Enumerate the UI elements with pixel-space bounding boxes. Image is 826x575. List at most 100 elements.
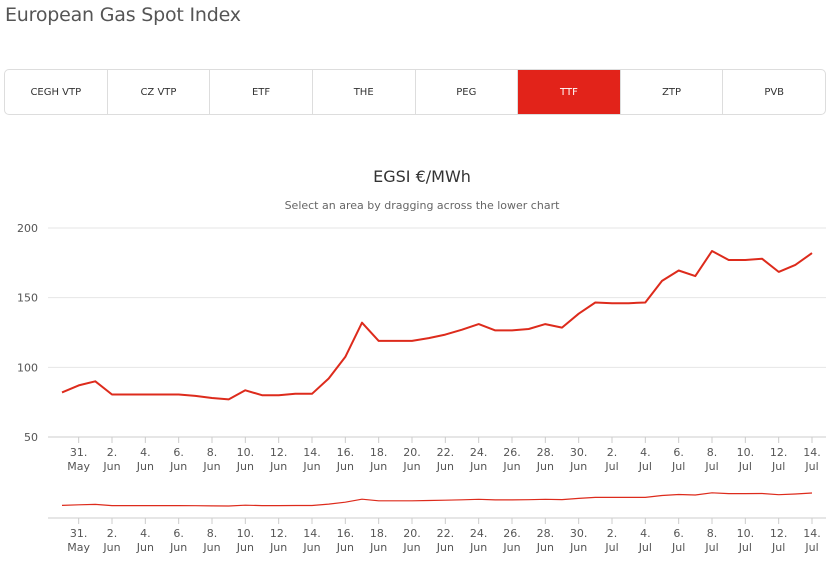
- navigator-series-line[interactable]: [61, 492, 813, 507]
- x-tick-label-month: Jul: [704, 541, 718, 554]
- x-tick-label-day: 28.: [537, 446, 555, 459]
- x-tick-label-month: Jun: [502, 460, 520, 473]
- x-tick-label-month: Jun: [202, 460, 220, 473]
- x-tick-label-day: 22.: [437, 527, 455, 540]
- x-tick-label-day: 20.: [403, 527, 421, 540]
- x-tick-label-month: Jun: [136, 541, 154, 554]
- x-tick-label-month: Jun: [436, 541, 454, 554]
- x-tick-label-month: Jul: [671, 460, 685, 473]
- y-tick-label: 50: [24, 431, 38, 444]
- tab-pvb[interactable]: PVB: [764, 86, 785, 98]
- x-tick-label-month: Jul: [738, 460, 752, 473]
- tab-the[interactable]: THE: [313, 70, 416, 114]
- x-tick-label-month: Jun: [269, 541, 287, 554]
- x-tick-label-month: Jun: [502, 541, 520, 554]
- x-tick-label-day: 22.: [437, 446, 455, 459]
- x-tick-label-day: 2.: [107, 446, 118, 459]
- x-tick-label-day: 30.: [570, 446, 588, 459]
- x-tick-label-day: 14.: [803, 527, 821, 540]
- y-tick-label: 150: [17, 292, 38, 305]
- x-tick-label-day: 6.: [673, 527, 684, 540]
- x-tick-label-day: 2.: [107, 527, 118, 540]
- x-tick-label-month: Jul: [738, 541, 752, 554]
- x-tick-label-day: 8.: [707, 527, 718, 540]
- x-tick-label-day: 4.: [640, 527, 651, 540]
- x-tick-label-month: Jun: [369, 541, 387, 554]
- x-tick-label-day: 10.: [737, 527, 755, 540]
- x-tick-label-day: 28.: [537, 527, 555, 540]
- tab-ttf[interactable]: TTF: [518, 70, 621, 114]
- x-tick-label-month: Jun: [202, 541, 220, 554]
- chart-subtitle: Select an area by dragging across the lo…: [285, 199, 561, 212]
- tab-ztp[interactable]: ZTP: [621, 70, 724, 114]
- x-tick-label-day: 14.: [303, 446, 321, 459]
- x-tick-label-day: 6.: [173, 527, 184, 540]
- x-tick-label-month: Jun: [269, 460, 287, 473]
- x-tick-label-month: May: [67, 541, 90, 554]
- y-tick-label: 200: [17, 222, 38, 235]
- x-tick-label-day: 16.: [337, 527, 355, 540]
- x-tick-label-month: Jun: [236, 541, 254, 554]
- x-tick-label-month: Jun: [402, 541, 420, 554]
- x-tick-label-month: Jul: [771, 541, 785, 554]
- x-tick-label-day: 12.: [770, 527, 788, 540]
- x-tick-label-day: 24.: [470, 446, 488, 459]
- x-tick-label-month: Jun: [302, 541, 320, 554]
- x-tick-label-day: 2.: [607, 527, 618, 540]
- x-tick-label-month: Jun: [336, 460, 354, 473]
- x-tick-label-day: 24.: [470, 527, 488, 540]
- x-tick-label-day: 12.: [770, 446, 788, 459]
- tab-cegh-vtp[interactable]: CEGH VTP: [5, 70, 108, 114]
- tab-etf[interactable]: ETF: [210, 70, 313, 114]
- x-tick-label-month: Jun: [136, 460, 154, 473]
- x-tick-label-day: 10.: [237, 527, 255, 540]
- x-tick-label-day: 6.: [173, 446, 184, 459]
- x-tick-label-month: Jun: [369, 460, 387, 473]
- x-tick-label-month: Jul: [638, 541, 652, 554]
- x-tick-label-day: 8.: [207, 446, 218, 459]
- x-tick-label-day: 4.: [140, 527, 151, 540]
- x-tick-label-month: Jul: [604, 541, 618, 554]
- x-tick-label-day: 26.: [503, 527, 521, 540]
- x-tick-label-day: 18.: [370, 446, 388, 459]
- page-title: European Gas Spot Index: [5, 4, 241, 26]
- x-tick-label-day: 2.: [607, 446, 618, 459]
- x-tick-label-month: Jun: [536, 460, 554, 473]
- x-tick-label-month: Jun: [302, 460, 320, 473]
- x-tick-label-month: May: [67, 460, 90, 473]
- chart-title: EGSI €/MWh: [373, 167, 471, 186]
- x-tick-label-day: 8.: [707, 446, 718, 459]
- x-tick-label-month: Jul: [638, 460, 652, 473]
- x-tick-label-month: Jun: [569, 460, 587, 473]
- y-tick-label: 100: [17, 361, 38, 374]
- x-tick-label-day: 31.: [70, 527, 88, 540]
- x-tick-label-month: Jul: [604, 460, 618, 473]
- x-tick-label-month: Jun: [436, 460, 454, 473]
- tab-peg[interactable]: PEG: [416, 70, 519, 114]
- x-tick-label-day: 10.: [737, 446, 755, 459]
- x-tick-label-month: Jun: [336, 541, 354, 554]
- x-tick-label-month: Jun: [236, 460, 254, 473]
- x-tick-label-month: Jun: [469, 541, 487, 554]
- x-tick-label-month: Jun: [469, 460, 487, 473]
- x-tick-label-day: 30.: [570, 527, 588, 540]
- x-tick-label-month: Jun: [569, 541, 587, 554]
- x-tick-label-day: 8.: [207, 527, 218, 540]
- x-tick-label-month: Jul: [771, 460, 785, 473]
- x-tick-label-month: Jun: [102, 541, 120, 554]
- x-tick-label-month: Jun: [102, 460, 120, 473]
- x-tick-label-day: 16.: [337, 446, 355, 459]
- x-tick-label-month: Jun: [536, 541, 554, 554]
- x-tick-label-day: 14.: [803, 446, 821, 459]
- index-tab-bar: CEGH VTP CZ VTP ETF THE PEG TTF ZTP PVB: [4, 69, 826, 115]
- x-tick-label-month: Jul: [704, 460, 718, 473]
- x-tick-label-day: 10.: [237, 446, 255, 459]
- series-line-egsi: [61, 250, 813, 401]
- x-tick-label-month: Jul: [804, 541, 818, 554]
- x-tick-label-month: Jun: [169, 541, 187, 554]
- x-tick-label-day: 31.: [70, 446, 88, 459]
- x-tick-label-day: 20.: [403, 446, 421, 459]
- x-tick-label-day: 4.: [140, 446, 151, 459]
- tab-cz-vtp[interactable]: CZ VTP: [108, 70, 211, 114]
